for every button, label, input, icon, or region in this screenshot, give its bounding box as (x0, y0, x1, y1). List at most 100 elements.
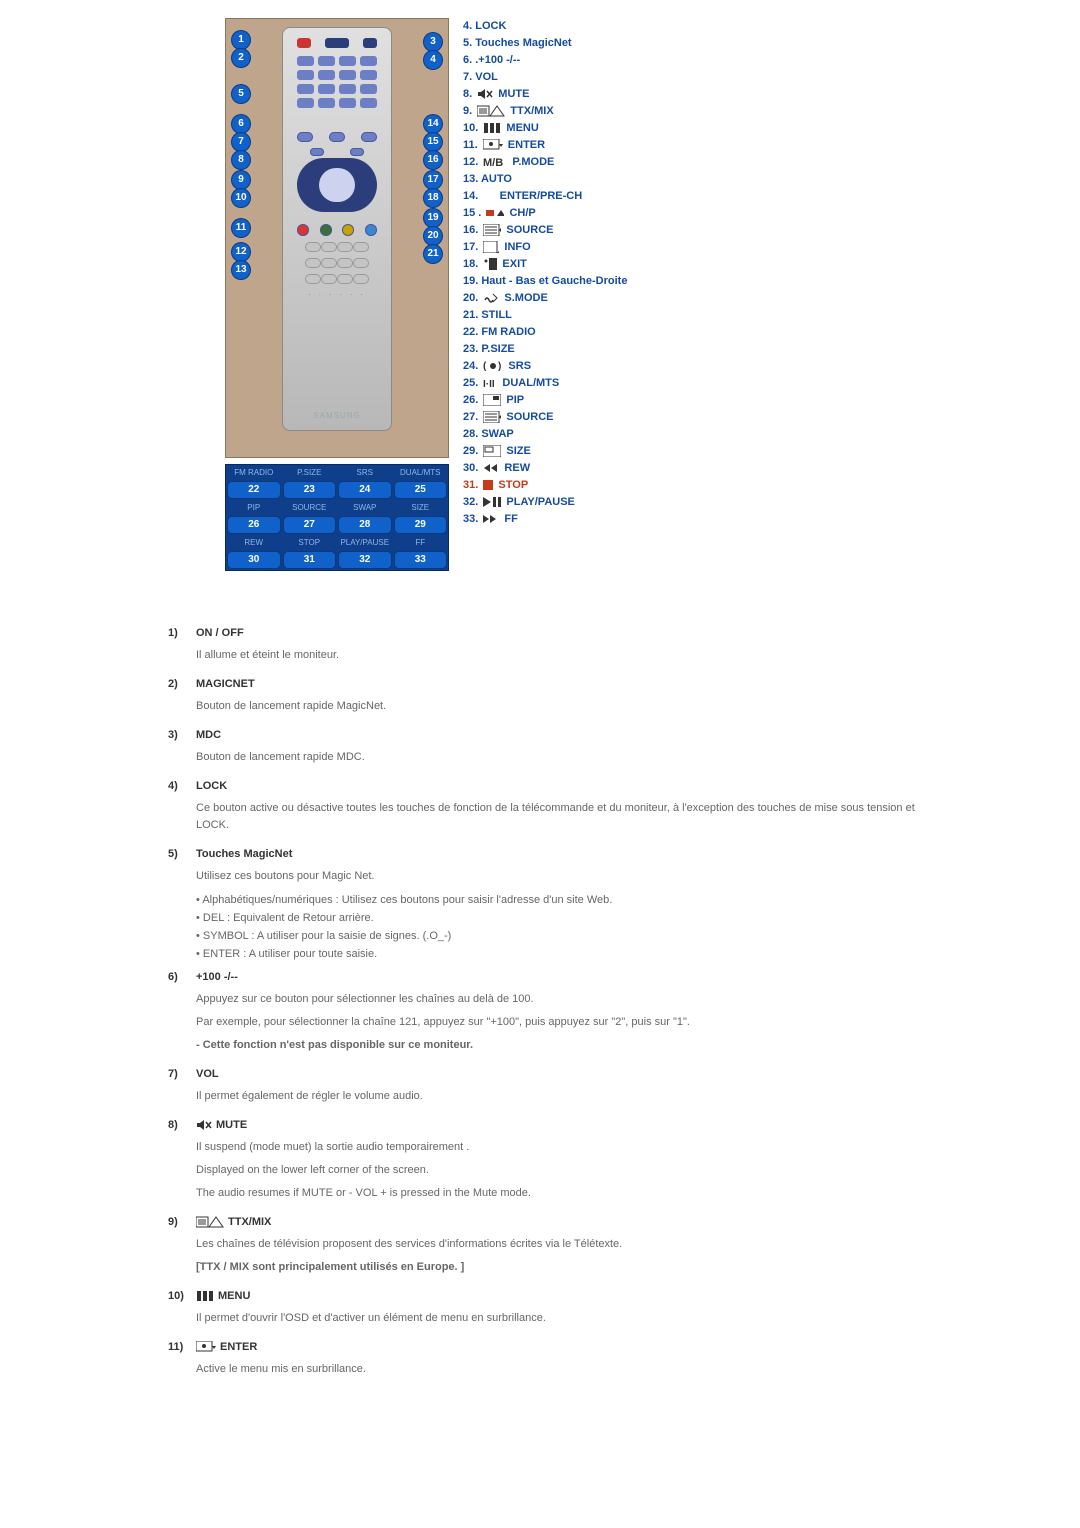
callout-10: 10 (232, 189, 250, 207)
remote-diagram: . . . . . . SAMSUNG 1 2 5 6 7 8 9 10 11 … (225, 18, 449, 458)
desc-paragraph: Appuyez sur ce bouton pour sélectionner … (196, 991, 928, 1008)
srs-icon: () (483, 360, 503, 372)
legend-item-6: 6. .+100 -/-- (463, 52, 627, 69)
desc-paragraph: Il allume et éteint le moniteur. (196, 647, 928, 664)
desc-5: 5)Touches MagicNet Utilisez ces boutons p… (168, 848, 928, 963)
stop-icon (483, 480, 493, 490)
desc-body: TTX/MIXLes chaînes de télévision propose… (196, 1216, 928, 1282)
enter-icon (196, 1341, 216, 1353)
legend-item-30: 30. REW (463, 460, 627, 477)
desc-paragraph: Il permet d'ouvrir l'OSD et d'activer un… (196, 1310, 928, 1327)
grid-header: PLAY/PAUSE (337, 535, 393, 550)
desc-paragraph: The audio resumes if MUTE or - VOL + is … (196, 1185, 928, 1202)
desc-paragraph: Active le menu mis en surbrillance. (196, 1361, 928, 1378)
legend-item-33: 33. FF (463, 511, 627, 528)
grid-number: 33 (395, 552, 447, 568)
desc-title: MDC (196, 729, 928, 741)
legend-item-13: 13. AUTO (463, 171, 627, 188)
grid-header: SOURCE (282, 500, 338, 515)
grid-header: SRS (337, 465, 393, 480)
legend-list: 4. LOCK5. Touches MagicNet6. .+100 -/--7… (463, 18, 627, 528)
desc-number: 5) (168, 848, 196, 963)
callout-13: 13 (232, 261, 250, 279)
desc-body: LOCKCe bouton active ou désactive toutes… (196, 780, 928, 840)
grid-header: PIP (226, 500, 282, 515)
upper-section: . . . . . . SAMSUNG 1 2 5 6 7 8 9 10 11 … (0, 18, 1080, 571)
remote-dots: . . . . . . (283, 288, 391, 297)
power-btn (297, 38, 311, 48)
callout-17: 17 (424, 171, 442, 189)
chp-icon (486, 208, 504, 218)
legend-item-16: 16. SOURCE (463, 222, 627, 239)
desc-paragraph: Utilisez ces boutons pour Magic Net. (196, 868, 928, 885)
desc-paragraph: Les chaînes de télévision proposent des … (196, 1236, 928, 1253)
number-grid (297, 56, 377, 108)
desc-bold-note: - Cette fonction n'est pas disponible su… (196, 1037, 928, 1054)
desc-6: 6)+100 -/--Appuyez sur ce bouton pour sé… (168, 971, 928, 1060)
desc-paragraph: Il permet également de régler le volume … (196, 1088, 928, 1105)
legend-item-8: 8. MUTE (463, 86, 627, 103)
size-icon (483, 445, 501, 457)
legend-item-15: 15 . CH/P (463, 205, 627, 222)
descriptions: 1)ON / OFF Il allume et éteint le moniteu… (0, 627, 928, 1384)
legend-item-32: 32. PLAY/PAUSE (463, 494, 627, 511)
rew-icon (483, 463, 499, 473)
legend-item-27: 27. SOURCE (463, 409, 627, 426)
callout-9: 9 (232, 171, 250, 189)
grid-number: 30 (228, 552, 280, 568)
legend-item-28: 28. SWAP (463, 426, 627, 443)
callout-18: 18 (424, 189, 442, 207)
desc-paragraph: Par exemple, pour sélectionner la chaîne… (196, 1014, 928, 1031)
grid-number: 22 (228, 482, 280, 498)
legend-item-21: 21. STILL (463, 307, 627, 324)
desc-8: 8)MUTEIl suspend (mode muet) la sortie a… (168, 1119, 928, 1208)
svg-text:M/B: M/B (483, 157, 503, 168)
callout-2: 2 (232, 49, 250, 67)
desc-title: VOL (196, 1068, 928, 1080)
desc-2: 2)MAGICNETBouton de lancement rapide Mag… (168, 678, 928, 721)
callout-19: 19 (424, 209, 442, 227)
dual-icon: I·II (483, 377, 497, 389)
legend-item-4: 4. LOCK (463, 18, 627, 35)
desc-number: 1) (168, 627, 196, 670)
desc-7: 7)VOLIl permet également de régler le vo… (168, 1068, 928, 1111)
desc-body: ENTER Active le menu mis en surbrillance. (196, 1341, 928, 1384)
callout-8: 8 (232, 151, 250, 169)
desc-list-item: DEL : Equivalent de Retour arrière. (196, 909, 928, 927)
desc-10: 10)MENUIl permet d'ouvrir l'OSD et d'act… (168, 1290, 928, 1333)
playpause-icon (483, 497, 501, 507)
desc-title: +100 -/-- (196, 971, 928, 983)
desc-body: MUTEIl suspend (mode muet) la sortie aud… (196, 1119, 928, 1208)
grid-number: 32 (339, 552, 391, 568)
desc-title: Touches MagicNet (196, 848, 928, 860)
grid-number: 26 (228, 517, 280, 533)
desc-title: ENTER (196, 1341, 928, 1353)
desc-number: 3) (168, 729, 196, 772)
info-icon (483, 241, 499, 253)
remote-brand: SAMSUNG (283, 411, 391, 420)
page: . . . . . . SAMSUNG 1 2 5 6 7 8 9 10 11 … (0, 0, 1080, 1528)
legend-item-11: 11. ENTER (463, 137, 627, 154)
desc-body: +100 -/-- Appuyez sur ce bouton pour séle… (196, 971, 928, 1060)
desc-body: ON / OFF Il allume et éteint le moniteur. (196, 627, 928, 670)
legend-item-31: 31. STOP (463, 477, 627, 494)
desc-paragraph: Bouton de lancement rapide MagicNet. (196, 698, 928, 715)
menu-icon (483, 122, 501, 134)
desc-number: 10) (168, 1290, 196, 1333)
legend-item-10: 10. MENU (463, 120, 627, 137)
desc-title: ON / OFF (196, 627, 928, 639)
callout-5: 5 (232, 85, 250, 103)
callout-3: 3 (424, 33, 442, 51)
grid-header: SWAP (337, 500, 393, 515)
desc-list: Alphabétiques/numériques : Utilisez ces … (196, 891, 928, 963)
legend-item-23: 23. P.SIZE (463, 341, 627, 358)
ttx-icon (196, 1216, 224, 1228)
dpad (319, 168, 355, 202)
callout-21: 21 (424, 245, 442, 263)
remote-stack: . . . . . . SAMSUNG 1 2 5 6 7 8 9 10 11 … (225, 18, 447, 571)
grid-number: 27 (284, 517, 336, 533)
svg-text:(: ( (483, 361, 487, 372)
pip-icon (483, 394, 501, 406)
grid-number: 23 (284, 482, 336, 498)
desc-body: Touches MagicNet Utilisez ces boutons pou… (196, 848, 928, 963)
